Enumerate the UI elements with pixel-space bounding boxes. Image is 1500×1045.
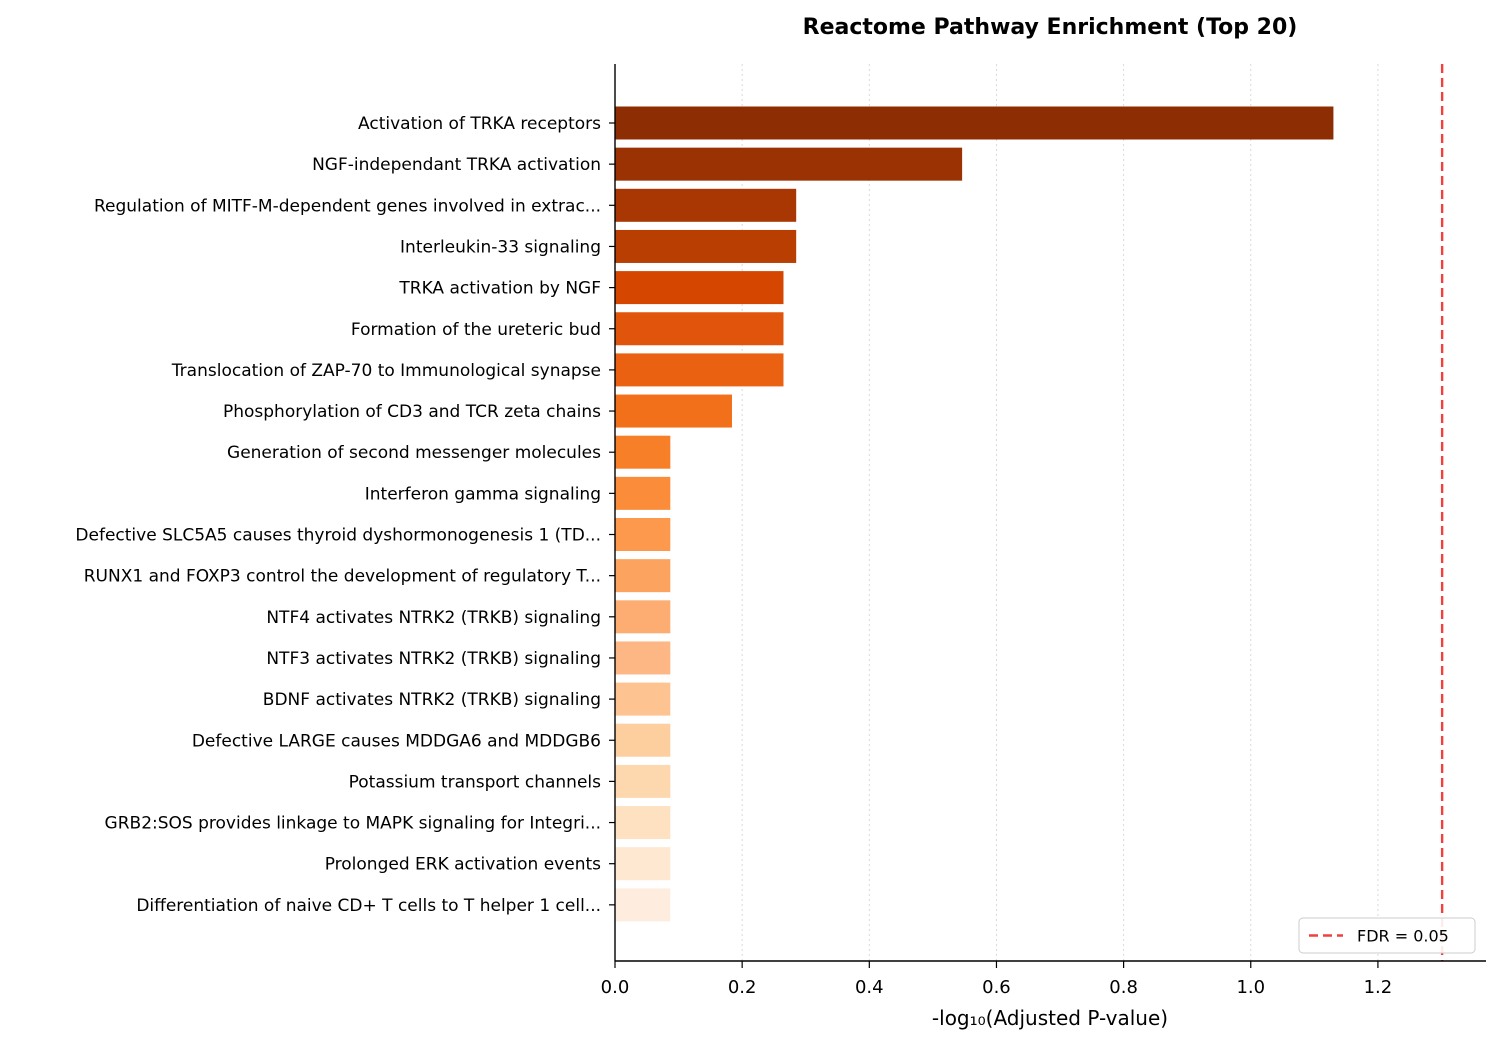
bar <box>615 518 671 551</box>
bar <box>615 147 963 181</box>
category-label: NTF3 activates NTRK2 (TRKB) signaling <box>266 649 601 669</box>
category-label: BDNF activates NTRK2 (TRKB) signaling <box>263 690 601 710</box>
legend: FDR = 0.05 <box>1298 917 1476 954</box>
category-label: Formation of the ureteric bud <box>351 320 601 340</box>
category-label: Defective SLC5A5 causes thyroid dyshormo… <box>75 526 601 546</box>
bar <box>615 888 671 922</box>
category-label: Translocation of ZAP-70 to Immunological… <box>171 361 601 381</box>
category-label: Potassium transport channels <box>349 772 602 792</box>
x-tick-label: 0.0 <box>601 977 630 998</box>
x-tick-labels: 0.0 0.2 0.4 0.6 0.8 1.0 1.2 <box>601 977 1393 998</box>
bar <box>615 764 671 798</box>
legend-box <box>1298 917 1476 954</box>
bar <box>615 353 784 387</box>
bar <box>615 641 671 675</box>
bar <box>615 559 671 593</box>
grid-lines <box>741 64 1379 961</box>
x-tick-label: 1.2 <box>1364 977 1393 998</box>
category-label: Regulation of MITF-M-dependent genes inv… <box>94 196 601 216</box>
category-label: NGF-independant TRKA activation <box>312 155 601 175</box>
category-labels: Activation of TRKA receptors NGF-independ… <box>75 114 601 916</box>
category-label: Activation of TRKA receptors <box>358 114 601 134</box>
bar <box>615 476 671 510</box>
category-label: NTF4 activates NTRK2 (TRKB) signaling <box>266 608 601 628</box>
category-label: Differentiation of naive CD+ T cells to … <box>136 896 601 916</box>
category-label: GRB2:SOS provides linkage to MAPK signal… <box>105 814 601 834</box>
bar <box>615 435 671 469</box>
bar <box>615 600 671 634</box>
category-label: Defective LARGE causes MDDGA6 and MDDGB6 <box>192 731 601 751</box>
bar <box>615 271 784 305</box>
bar <box>615 847 671 881</box>
x-tick-label: 0.4 <box>855 977 884 998</box>
axes <box>609 64 1486 968</box>
bar <box>615 682 671 716</box>
category-label: TRKA activation by NGF <box>398 279 601 299</box>
bars <box>615 106 1334 922</box>
x-tick-label: 1.0 <box>1236 977 1265 998</box>
category-label: Interferon gamma signaling <box>365 484 601 504</box>
bar <box>615 188 797 222</box>
bar <box>615 106 1334 140</box>
x-tick-label: 0.2 <box>728 977 757 998</box>
bar <box>615 723 671 757</box>
bar <box>615 394 732 428</box>
x-axis-label: -log₁₀(Adjusted P-value) <box>932 1006 1168 1030</box>
category-label: Generation of second messenger molecules <box>227 443 601 463</box>
legend-label: FDR = 0.05 <box>1357 927 1449 946</box>
x-tick-label: 0.8 <box>1109 977 1138 998</box>
x-tick-label: 0.6 <box>982 977 1011 998</box>
bar <box>615 312 784 346</box>
category-label: RUNX1 and FOXP3 control the development … <box>84 567 601 587</box>
chart-title: Reactome Pathway Enrichment (Top 20) <box>803 15 1298 40</box>
category-label: Prolonged ERK activation events <box>325 855 601 875</box>
category-label: Phosphorylation of CD3 and TCR zeta chai… <box>223 402 601 422</box>
bar <box>615 806 671 840</box>
category-label: Interleukin-33 signaling <box>400 237 601 257</box>
bar <box>615 229 797 263</box>
